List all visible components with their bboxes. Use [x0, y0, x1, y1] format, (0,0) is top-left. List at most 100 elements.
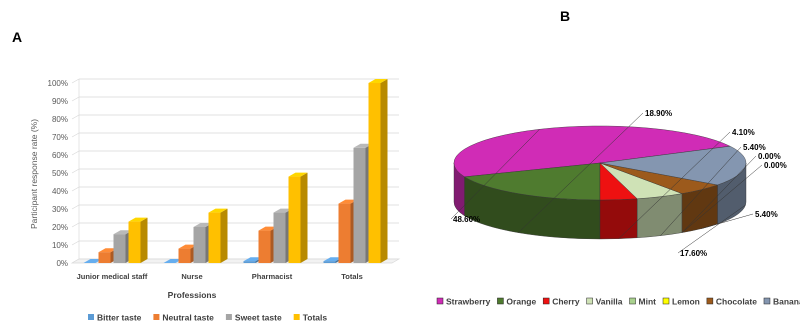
pie-label-lemon: 0.00%: [764, 161, 787, 170]
legend-label: Cherry: [552, 297, 580, 307]
bar-front: [338, 203, 351, 263]
bar-top: [338, 199, 358, 204]
legend-swatch: [497, 297, 504, 305]
gridline-diag: [71, 240, 80, 246]
legend-swatch: [436, 297, 444, 305]
leader-lemon: [681, 164, 763, 233]
bar-top: [163, 259, 183, 263]
legend-label: Banana: [773, 297, 800, 307]
legend-item-mint: Mint: [629, 297, 656, 307]
x-tick-label: Pharmacist: [252, 272, 293, 281]
leader-chocolate: [701, 213, 754, 229]
y-tick-label: 80%: [52, 115, 68, 124]
x-tick-label: Totals: [341, 272, 363, 281]
legend-label: Totals: [303, 313, 328, 323]
panel-b-letter: B: [560, 8, 570, 24]
bar-top: [258, 226, 278, 231]
pie-chart: 48.60%18.90%4.10%5.40%0.00%0.00%5.40%17.…: [436, 109, 800, 307]
legend-swatch: [629, 297, 636, 305]
leader-mint: [681, 155, 757, 233]
bar-front: [128, 221, 141, 263]
gridline-diag: [71, 168, 80, 174]
x-axis-title: Professions: [168, 290, 217, 300]
y-tick-label: 40%: [52, 187, 68, 196]
legend-swatch: [88, 314, 94, 320]
bar-front: [208, 212, 221, 263]
leader-vanilla: [660, 146, 742, 236]
bar-top: [113, 230, 133, 235]
pie-label-mint: 0.00%: [758, 152, 781, 161]
legend-label: Chocolate: [716, 297, 757, 307]
pie-label-strawberry: 48.60%: [453, 215, 480, 224]
legend-item-orange: Orange: [497, 297, 536, 307]
bar-front: [98, 252, 111, 263]
bar-top: [243, 257, 263, 262]
gridline-diag: [71, 96, 80, 102]
bar-front: [353, 147, 366, 263]
panel-a-letter: A: [12, 29, 22, 45]
y-tick-label: 50%: [52, 169, 68, 178]
pie-slice-orange: [463, 162, 601, 201]
pie-side-cherry: [599, 198, 638, 240]
y-axis-title: Participant response rate (%): [29, 119, 39, 229]
y-tick-label: 100%: [48, 79, 68, 88]
bar-legend: Bitter taste Neutral taste Sweet taste Tota…: [88, 313, 327, 323]
bar-top: [353, 143, 373, 148]
gridline-diag: [71, 222, 80, 228]
pie-label-cherry: 4.10%: [732, 128, 755, 137]
y-tick-label: 60%: [52, 151, 68, 160]
legend-label: Strawberry: [446, 297, 491, 307]
bar-front: [243, 261, 256, 263]
legend-item-banana: Banana: [763, 297, 800, 307]
legend-item-totals: Totals: [293, 313, 328, 323]
legend-swatch: [225, 314, 232, 320]
gridline-diag: [71, 150, 80, 156]
bar-categories: Junior medical staff Nurse Pharmacist Total…: [77, 272, 363, 281]
gridline-diag: [71, 114, 80, 120]
legend-label: Neutral taste: [162, 313, 214, 323]
leader-banana: [677, 204, 746, 254]
bar-top: [193, 223, 213, 227]
y-tick-label: 10%: [52, 241, 68, 250]
legend-label: Lemon: [672, 297, 700, 307]
bar-front: [323, 261, 336, 263]
pie-slice-banana: [599, 145, 747, 186]
legend-label: Sweet taste: [235, 313, 282, 323]
leader-orange: [518, 112, 644, 233]
legend-item-sweet-taste: Sweet taste: [225, 313, 282, 323]
y-tick-label: 90%: [52, 97, 68, 106]
x-tick-label: Nurse: [181, 272, 202, 281]
bar-front: [288, 176, 301, 263]
legend-label: Orange: [506, 297, 536, 307]
legend-item-strawberry: Strawberry: [436, 297, 491, 307]
gridline-diag: [71, 132, 80, 138]
legend-label: Bitter taste: [97, 313, 142, 323]
pie-label-banana: 17.60%: [680, 249, 707, 258]
y-tick-label: 20%: [52, 223, 68, 232]
bar-bitter-taste-nurse: [163, 259, 183, 263]
bar-marks: [83, 79, 388, 263]
leader-strawberry: [450, 129, 540, 220]
legend-item-cherry: Cherry: [542, 297, 580, 307]
pie-label-orange: 18.90%: [645, 109, 672, 118]
bar-front: [258, 230, 271, 263]
bar-bitter-taste-junior-medical-staff: [83, 259, 103, 263]
pie-legend: Strawberry Orange Cherry Vanilla Mint Lemon Ch…: [436, 297, 800, 307]
pie-top: [453, 125, 747, 201]
legend-swatch: [662, 297, 670, 305]
bar-top: [273, 208, 293, 213]
bar-totals-pharmacist: [288, 172, 308, 263]
pie-side-vanilla: [637, 193, 683, 238]
bar-top: [98, 248, 118, 253]
bar-top: [128, 217, 148, 222]
bar-front: [193, 227, 206, 263]
bar-side: [140, 217, 148, 263]
pie-labels: 48.60%18.90%4.10%5.40%0.00%0.00%5.40%17.…: [453, 109, 787, 258]
bar-top: [178, 244, 198, 249]
bar-totals-nurse: [208, 208, 228, 263]
gridline-diag: [71, 78, 80, 84]
legend-swatch: [293, 314, 300, 320]
bar-front: [368, 83, 381, 263]
bar-front: [273, 212, 286, 263]
bar-side: [300, 172, 308, 263]
